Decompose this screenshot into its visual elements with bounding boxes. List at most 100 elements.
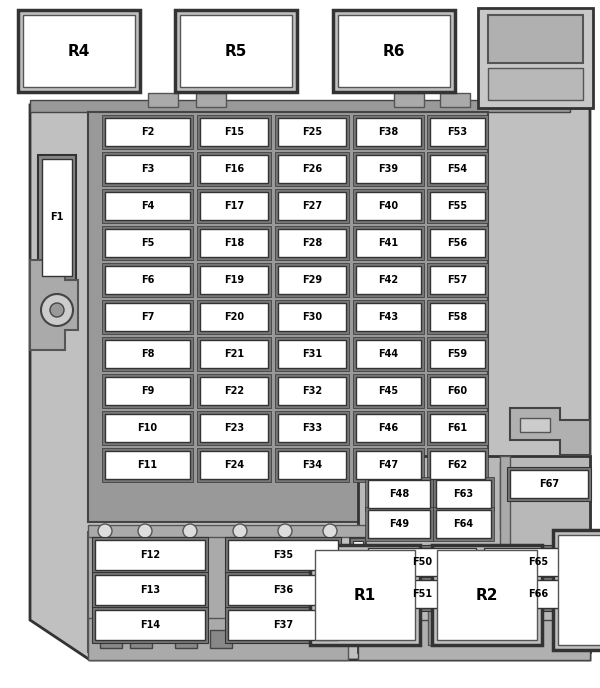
Bar [360,472,500,548]
Bar [102,226,193,260]
Bar [553,530,600,650]
Bar [102,374,193,408]
Text: F16: F16 [224,164,244,174]
Bar [358,620,590,660]
Bar [197,263,271,297]
Bar [95,610,205,640]
Bar [430,340,485,368]
Bar [196,93,226,107]
Polygon shape [510,408,590,455]
Bar [275,374,349,408]
Bar [430,155,485,183]
Bar [88,532,338,652]
Bar [275,226,349,260]
Text: F12: F12 [140,550,160,560]
Bar [200,266,268,294]
Text: F51: F51 [412,589,432,599]
Bar [427,448,488,482]
Bar [42,159,72,276]
Text: F33: F33 [302,423,322,433]
Bar [105,303,190,331]
Text: F19: F19 [224,275,244,285]
Bar [365,545,479,579]
Bar [278,229,346,257]
Bar [430,451,485,479]
Text: R6: R6 [383,43,405,58]
Bar [430,414,485,442]
Bar [88,618,348,660]
Bar [278,118,346,146]
Text: F41: F41 [379,238,398,248]
Text: F42: F42 [379,275,398,285]
Text: F52: F52 [353,572,362,588]
Bar [278,377,346,405]
Bar [88,525,488,537]
Text: F49: F49 [389,519,409,529]
Bar [478,8,593,108]
Circle shape [138,524,152,538]
Bar [105,155,190,183]
Text: F61: F61 [448,423,467,433]
Polygon shape [30,105,590,660]
Bar [278,303,346,331]
Circle shape [323,524,337,538]
Text: F45: F45 [379,386,398,396]
Bar [210,630,232,648]
Bar [278,192,346,220]
Bar [430,192,485,220]
Bar [175,630,197,648]
Text: F17: F17 [224,201,244,211]
Bar [225,537,341,573]
Bar [105,340,190,368]
Text: F1: F1 [50,212,64,222]
Bar [200,229,268,257]
Bar [440,93,470,107]
Text: F31: F31 [302,349,322,359]
Bar [105,414,190,442]
Text: F62: F62 [448,460,467,470]
Text: F50: F50 [412,557,432,567]
Text: F11: F11 [137,460,158,470]
Bar [481,545,595,579]
Bar [38,155,76,280]
Bar [428,545,434,645]
Bar [200,192,268,220]
Bar [500,456,510,546]
Circle shape [98,524,112,538]
Bar [432,545,542,645]
Text: F26: F26 [302,164,322,174]
Text: F65: F65 [528,557,548,567]
Text: R5: R5 [225,43,247,58]
Text: F9: F9 [141,386,154,396]
Text: F7: F7 [141,312,154,322]
Text: F4: F4 [141,201,154,211]
Bar [430,229,485,257]
Bar [356,118,421,146]
Bar [353,115,424,149]
Bar [427,152,488,186]
Bar [200,303,268,331]
Text: F21: F21 [224,349,244,359]
Text: F32: F32 [302,386,322,396]
Bar [500,462,508,530]
Bar [197,115,271,149]
Text: F10: F10 [137,423,158,433]
Bar [102,448,193,482]
Bar [338,15,450,87]
Circle shape [183,524,197,538]
Circle shape [41,294,73,326]
Bar [430,118,485,146]
Bar [507,467,591,501]
Bar [365,507,433,541]
Bar [315,550,415,640]
Bar [427,374,488,408]
Bar [105,266,190,294]
Bar [427,300,488,334]
Text: F60: F60 [448,386,467,396]
Text: R2: R2 [476,588,498,603]
Bar [200,414,268,442]
Bar [436,510,491,538]
Bar [520,418,550,432]
Text: F2: F2 [141,127,154,137]
Bar [102,411,193,445]
